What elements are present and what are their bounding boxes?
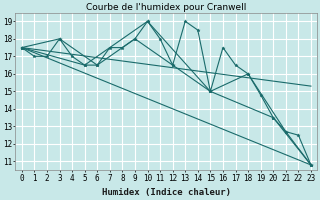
X-axis label: Humidex (Indice chaleur): Humidex (Indice chaleur) [102, 188, 231, 197]
Title: Courbe de l'humidex pour Cranwell: Courbe de l'humidex pour Cranwell [86, 3, 246, 12]
